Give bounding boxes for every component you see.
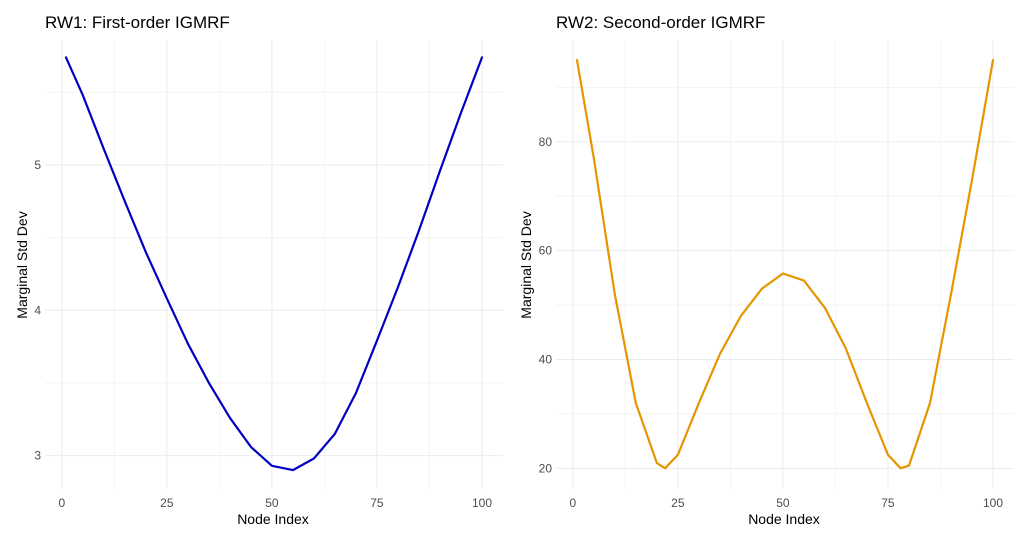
series-rw2 (575, 58, 995, 470)
grid-rw2 (556, 40, 1014, 489)
x-tick-label-rw2: 0 (569, 496, 576, 510)
y-axis-title-rw1: Marginal Std Dev (14, 211, 30, 318)
panel-rw1: RW1: First-order IGMRF 0 25 50 75 100 3 4 5 Nod… (14, 13, 503, 527)
x-tick-label-rw1: 25 (160, 496, 174, 510)
series-line-rw2 (575, 58, 995, 470)
x-tick-label-rw2: 100 (983, 496, 1003, 510)
chart-title-rw2: RW2: Second-order IGMRF (556, 13, 765, 32)
y-tick-label-rw2: 80 (539, 135, 553, 149)
y-axis-title-rw2: Marginal Std Dev (518, 211, 534, 318)
x-tick-label-rw1: 0 (58, 496, 65, 510)
x-tick-label-rw2: 25 (671, 496, 685, 510)
chart-title-rw1: RW1: First-order IGMRF (45, 13, 230, 32)
x-tick-label-rw2: 75 (881, 496, 895, 510)
x-tick-label-rw1: 75 (370, 496, 384, 510)
series-rw1 (64, 56, 484, 472)
x-axis-title-rw2: Node Index (748, 511, 820, 527)
x-axis-title-rw1: Node Index (237, 511, 309, 527)
y-tick-label-rw2: 20 (539, 461, 553, 475)
y-tick-label-rw1: 4 (34, 303, 41, 317)
y-tick-label-rw1: 3 (34, 449, 41, 463)
series-line-rw1 (64, 56, 484, 472)
panel-rw2: RW2: Second-order IGMRF 0 25 50 75 100 20 40 60… (518, 13, 1014, 527)
x-tick-label-rw1: 50 (265, 496, 279, 510)
y-tick-label-rw2: 40 (539, 352, 553, 366)
grid-rw1 (45, 40, 503, 489)
ticks-rw1: 0 25 50 75 100 3 4 5 (34, 158, 492, 510)
ticks-rw2: 0 25 50 75 100 20 40 60 80 (539, 135, 1004, 510)
x-tick-label-rw1: 100 (472, 496, 492, 510)
x-tick-label-rw2: 50 (776, 496, 790, 510)
y-tick-label-rw2: 60 (539, 244, 553, 258)
y-tick-label-rw1: 5 (34, 158, 41, 172)
